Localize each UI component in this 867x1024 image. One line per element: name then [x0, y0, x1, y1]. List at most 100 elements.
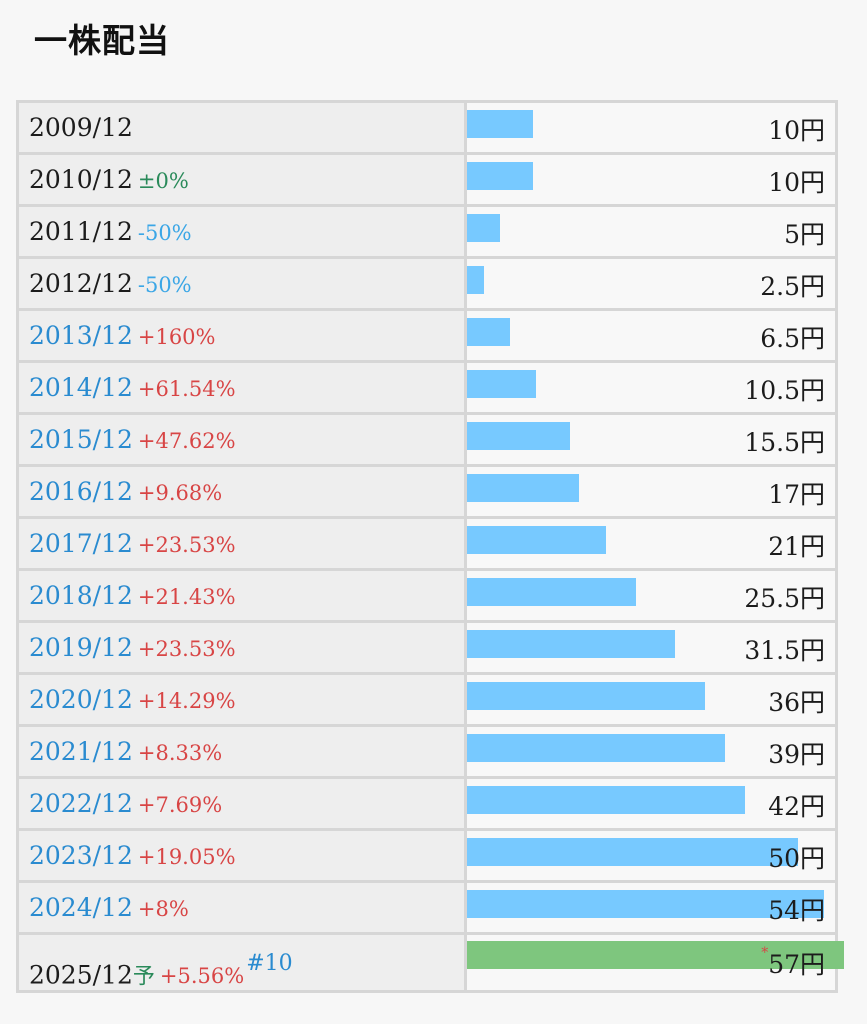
forecast-bar [467, 941, 844, 969]
table-row: 2020/12 +14.29% 36円 [19, 675, 838, 727]
note-link[interactable]: #10 [246, 950, 293, 976]
year-cell: 2018/12 +21.43% [19, 571, 467, 623]
dividend-value: 25.5円 [744, 584, 825, 613]
year-cell: 2019/12 +23.53% [19, 623, 467, 675]
dividend-value: 10.5円 [744, 376, 825, 405]
change-percent: +8% [137, 897, 189, 921]
bar-cell: 36円 [467, 675, 838, 727]
change-percent: ±0% [137, 169, 189, 193]
dividend-bar [467, 890, 824, 918]
bar-cell: 21円 [467, 519, 838, 571]
dividend-value: 17円 [768, 480, 825, 509]
year-cell: 2016/12 +9.68% [19, 467, 467, 519]
bar-cell: 39円 [467, 727, 838, 779]
dividend-value: 21円 [768, 532, 825, 561]
dividend-bar [467, 110, 533, 138]
year-label[interactable]: 2019/12 [29, 633, 133, 662]
table-row-forecast: 2025/12予 +5.56%#10 *57円 [19, 935, 844, 993]
year-label[interactable]: 2013/12 [29, 321, 133, 350]
table-row: 2013/12 +160% 6.5円 [19, 311, 838, 363]
table-row: 2010/12 ±0% 10円 [19, 155, 838, 207]
change-percent: +9.68% [137, 481, 223, 505]
year-label[interactable]: 2016/12 [29, 477, 133, 506]
year-label[interactable]: 2021/12 [29, 737, 133, 766]
year-label[interactable]: 2022/12 [29, 789, 133, 818]
dividend-value: 10円 [768, 116, 825, 145]
asterisk-mark: * [761, 945, 769, 961]
dividend-bar [467, 370, 536, 398]
dividend-bar [467, 682, 705, 710]
dividend-value: 15.5円 [744, 428, 825, 457]
bar-cell: 6.5円 [467, 311, 838, 363]
change-percent: +47.62% [137, 429, 236, 453]
page-title: 一株配当 [34, 21, 170, 60]
bar-cell: 10円 [467, 103, 838, 155]
change-percent: +23.53% [137, 637, 236, 661]
year-label: 2010/12 [29, 165, 133, 194]
dividend-rows: 2009/12 10円 2010/12 ±0% 10円 2011/12 -50% 5円 2012… [19, 103, 844, 993]
bar-cell: *57円 [467, 935, 844, 993]
dividend-value: 36円 [768, 688, 825, 717]
change-percent: +14.29% [137, 689, 236, 713]
dividend-bar [467, 734, 725, 762]
table-row: 2019/12 +23.53% 31.5円 [19, 623, 838, 675]
change-percent: -50% [137, 273, 192, 297]
table-row: 2018/12 +21.43% 25.5円 [19, 571, 838, 623]
bar-cell: 10.5円 [467, 363, 838, 415]
year-label[interactable]: 2023/12 [29, 841, 133, 870]
change-percent: +7.69% [137, 793, 223, 817]
year-cell: 2017/12 +23.53% [19, 519, 467, 571]
bar-cell: 50円 [467, 831, 838, 883]
year-cell: 2013/12 +160% [19, 311, 467, 363]
dividend-value: 42円 [768, 792, 825, 821]
dividend-value: 54円 [768, 896, 825, 925]
year-label[interactable]: 2015/12 [29, 425, 133, 454]
table-row: 2012/12 -50% 2.5円 [19, 259, 838, 311]
year-label: 2025/12 [29, 960, 133, 989]
bar-cell: 10円 [467, 155, 838, 207]
change-percent: +23.53% [137, 533, 236, 557]
dividend-value: 10円 [768, 168, 825, 197]
year-label[interactable]: 2014/12 [29, 373, 133, 402]
bar-cell: 42円 [467, 779, 838, 831]
dividend-value: 50円 [768, 844, 825, 873]
year-label[interactable]: 2024/12 [29, 893, 133, 922]
year-cell: 2021/12 +8.33% [19, 727, 467, 779]
table-row: 2023/12 +19.05% 50円 [19, 831, 838, 883]
dividend-bar [467, 630, 675, 658]
year-label[interactable]: 2020/12 [29, 685, 133, 714]
change-percent: +21.43% [137, 585, 236, 609]
dividend-table: 2009/12 10円 2010/12 ±0% 10円 2011/12 -50% 5円 2012… [16, 100, 844, 993]
change-percent: +19.05% [137, 845, 236, 869]
dividend-value: 39円 [768, 740, 825, 769]
year-cell: 2014/12 +61.54% [19, 363, 467, 415]
table-row: 2011/12 -50% 5円 [19, 207, 838, 259]
dividend-value: 6.5円 [760, 324, 825, 353]
year-label[interactable]: 2017/12 [29, 529, 133, 558]
bar-cell: 31.5円 [467, 623, 838, 675]
year-label: 2011/12 [29, 217, 133, 246]
change-percent: +160% [137, 325, 216, 349]
year-cell: 2010/12 ±0% [19, 155, 467, 207]
table-row: 2022/12 +7.69% 42円 [19, 779, 838, 831]
change-percent: +61.54% [137, 377, 236, 401]
bar-cell: 15.5円 [467, 415, 838, 467]
year-cell: 2009/12 [19, 103, 467, 155]
dividend-bar [467, 786, 745, 814]
year-cell: 2022/12 +7.69% [19, 779, 467, 831]
table-row: 2016/12 +9.68% 17円 [19, 467, 838, 519]
year-label: 2012/12 [29, 269, 133, 298]
year-cell: 2012/12 -50% [19, 259, 467, 311]
table-row: 2009/12 10円 [19, 103, 838, 155]
bar-cell: 2.5円 [467, 259, 838, 311]
dividend-value: 2.5円 [760, 272, 825, 301]
year-cell: 2023/12 +19.05% [19, 831, 467, 883]
dividend-bar [467, 422, 570, 450]
dividend-bar [467, 318, 510, 346]
dividend-value: 5円 [784, 220, 825, 249]
year-label[interactable]: 2018/12 [29, 581, 133, 610]
year-cell: 2015/12 +47.62% [19, 415, 467, 467]
bar-cell: 5円 [467, 207, 838, 259]
dividend-bar [467, 838, 798, 866]
year-cell: 2025/12予 +5.56%#10 [19, 935, 467, 993]
